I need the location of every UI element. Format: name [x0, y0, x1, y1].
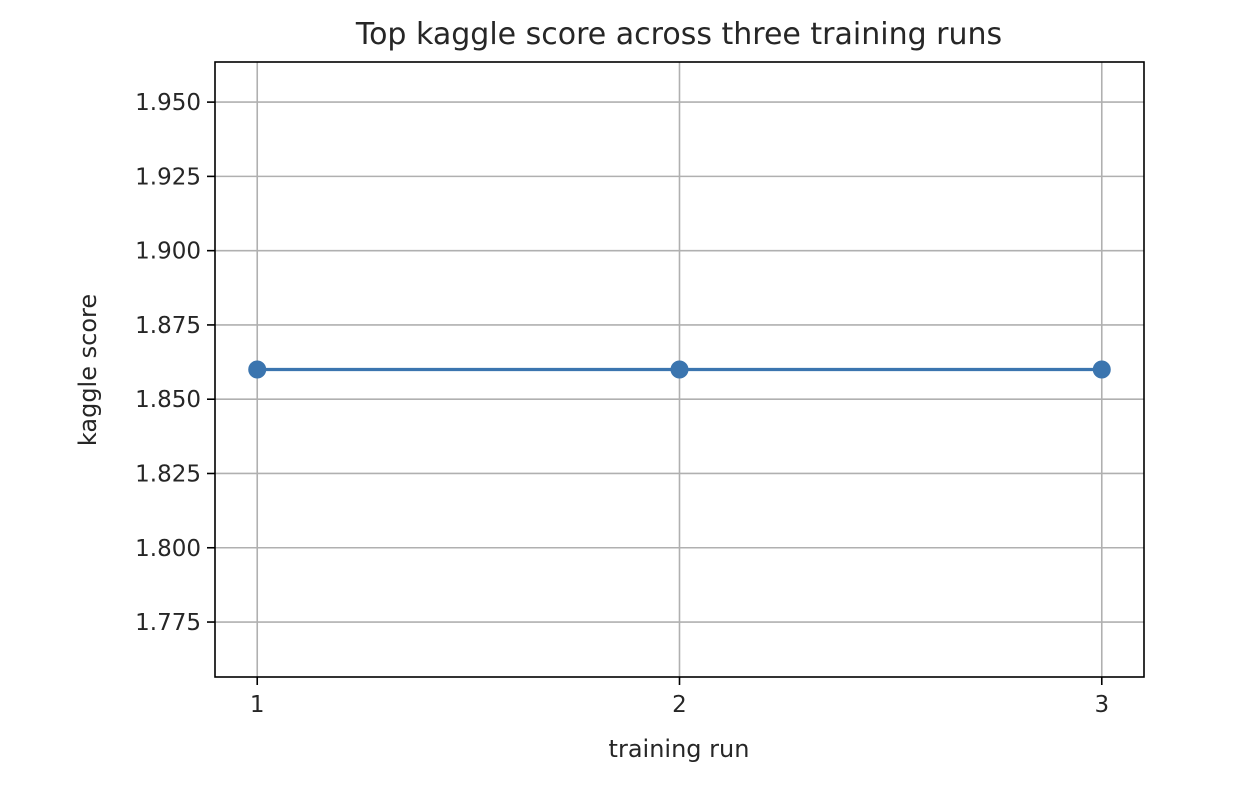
series-layer: [248, 360, 1111, 379]
y-tick-label: 1.800: [135, 536, 201, 562]
y-tick-label: 1.825: [135, 461, 201, 487]
x-tick-label: 1: [250, 692, 265, 718]
y-axis: 1.775 1.800 1.825 1.850 1.875 1.900 1.925 1.950: [135, 90, 215, 636]
y-tick-label: 1.900: [135, 239, 201, 265]
y-tick-label: 1.875: [135, 313, 201, 339]
chart-title: Top kaggle score across three training r…: [355, 17, 1002, 52]
data-point: [1092, 360, 1111, 379]
y-tick-label: 1.850: [135, 387, 201, 413]
y-tick-label: 1.925: [135, 164, 201, 190]
x-tick-label: 2: [672, 692, 687, 718]
x-axis-label: training run: [609, 735, 750, 763]
y-tick-label: 1.775: [135, 610, 201, 636]
y-tick-label: 1.950: [135, 90, 201, 116]
y-axis-label: kaggle score: [74, 294, 102, 446]
data-point: [248, 360, 267, 379]
x-axis: 1 2 3: [250, 677, 1109, 718]
data-point: [670, 360, 689, 379]
x-tick-label: 3: [1094, 692, 1109, 718]
